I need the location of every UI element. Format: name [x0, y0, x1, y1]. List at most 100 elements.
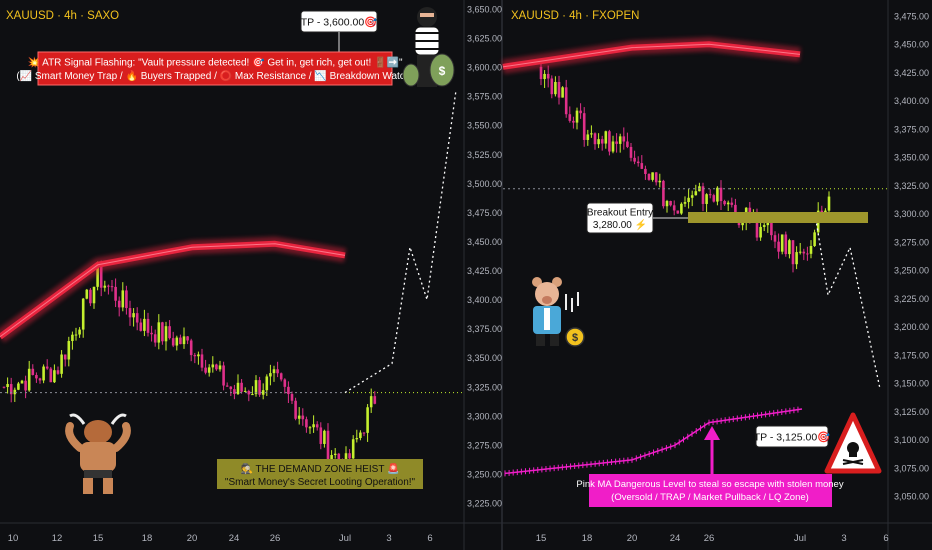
candle-body — [27, 368, 31, 391]
lines-layer — [0, 37, 888, 477]
candle-body — [107, 285, 110, 287]
candle-body — [251, 394, 254, 396]
candle-body — [572, 120, 575, 123]
y-tick-label: 3,125.00 — [894, 407, 929, 417]
ma-band-highlight — [502, 43, 801, 68]
candle-body — [755, 214, 759, 238]
candle-body — [67, 341, 71, 360]
candle-body — [9, 384, 13, 395]
x-tick-label: Jul — [794, 533, 806, 544]
candle-body — [2, 386, 6, 388]
robber-mascot-icon: $ — [402, 7, 455, 87]
y-tick-label: 3,575.00 — [467, 92, 502, 102]
pink-ma-line2: (Oversold / TRAP / Market Pullback / LQ … — [611, 492, 809, 503]
candle-body — [568, 114, 572, 121]
x-tick-label: 20 — [187, 533, 198, 544]
candle-body — [197, 354, 200, 357]
candle-body — [193, 355, 197, 357]
candle-body — [200, 354, 204, 368]
candle-body — [600, 139, 604, 144]
candle-body — [81, 298, 85, 330]
candle-body — [35, 375, 38, 379]
y-tick-label: 3,275.00 — [467, 440, 502, 450]
x-tick-label: 26 — [704, 533, 715, 544]
candle-body — [218, 365, 222, 370]
right-symbol-title: XAUUSD · 4h · FXOPEN — [511, 10, 639, 22]
y-tick-label: 3,100.00 — [894, 435, 929, 445]
pink-ma-callout: Pink MA Dangerous Level to steal so esca… — [576, 426, 844, 507]
candle-body — [96, 265, 99, 287]
candle-body — [770, 222, 773, 236]
candle-body — [694, 191, 698, 196]
candle-body — [215, 364, 218, 370]
projection-path — [344, 90, 457, 394]
candle-body — [254, 380, 258, 395]
candle-body — [110, 286, 114, 288]
candle-body — [798, 251, 802, 253]
candle-body — [117, 300, 121, 308]
y-tick-label: 3,625.00 — [467, 34, 502, 44]
candle-body — [647, 173, 651, 180]
candle-body — [333, 453, 337, 456]
candle-body — [164, 326, 168, 342]
candle-body — [557, 81, 561, 98]
candle-body — [690, 195, 694, 198]
left-tp-label: TP - 3,600.00🎯 — [301, 16, 378, 29]
y-tick-label: 3,175.00 — [894, 350, 929, 360]
candle-body — [171, 338, 175, 346]
candle-body — [85, 289, 89, 299]
candle-body — [827, 196, 831, 211]
y-tick-label: 3,225.00 — [467, 499, 502, 509]
candle-body — [276, 369, 279, 374]
candle-body — [283, 379, 287, 387]
candle-body — [182, 336, 186, 345]
candle-body — [676, 210, 680, 214]
candle-body — [261, 390, 265, 395]
candle-body — [305, 419, 308, 428]
ma-band-highlight — [0, 243, 346, 338]
candle-body — [222, 365, 225, 386]
candle-body — [730, 202, 734, 205]
candle-body — [773, 235, 777, 242]
candle-body — [290, 394, 294, 401]
candle-body — [74, 334, 78, 336]
y-tick-label: 3,450.00 — [467, 237, 502, 247]
candle-body — [128, 308, 132, 318]
candle-body — [326, 430, 330, 460]
candle-body — [323, 430, 326, 444]
y-tick-label: 3,450.00 — [894, 40, 929, 50]
breakout-entry-line1: Breakout Entry — [587, 208, 653, 219]
candle-body — [269, 373, 272, 377]
candle-body — [618, 136, 622, 144]
candle-body — [143, 318, 146, 331]
candle-body — [665, 201, 669, 207]
x-tick-label: 18 — [582, 533, 593, 544]
candle-body — [546, 73, 550, 79]
candle-body — [294, 400, 297, 419]
x-tick-label: 18 — [142, 533, 153, 544]
y-tick-label: 3,075.00 — [894, 463, 929, 473]
candle-body — [813, 232, 816, 247]
candle-body — [42, 366, 45, 381]
candle-body — [121, 290, 125, 308]
right-tp-label: TP - 3,125.00🎯 — [754, 431, 831, 444]
breakout-entry-zone — [688, 212, 868, 223]
candle-body — [279, 373, 283, 380]
axis-layer: 3,650.00 3,625.00 3,600.00 3,575.00 3,550.00… — [8, 5, 929, 545]
candle-body — [114, 286, 117, 301]
y-tick-label: 3,325.00 — [467, 382, 502, 392]
candle-body — [168, 326, 171, 339]
x-tick-label: 12 — [52, 533, 63, 544]
candle-body — [359, 432, 362, 439]
candle-body — [669, 201, 672, 206]
candle-body — [233, 389, 236, 395]
candle-body — [71, 334, 74, 342]
candle-body — [6, 384, 9, 388]
y-tick-label: 3,400.00 — [467, 295, 502, 305]
x-tick-label: 15 — [536, 533, 547, 544]
x-tick-label: 6 — [883, 533, 888, 544]
candle-body — [99, 265, 103, 288]
candle-body — [272, 369, 276, 374]
candle-body — [161, 322, 164, 342]
y-tick-label: 3,375.00 — [467, 324, 502, 334]
